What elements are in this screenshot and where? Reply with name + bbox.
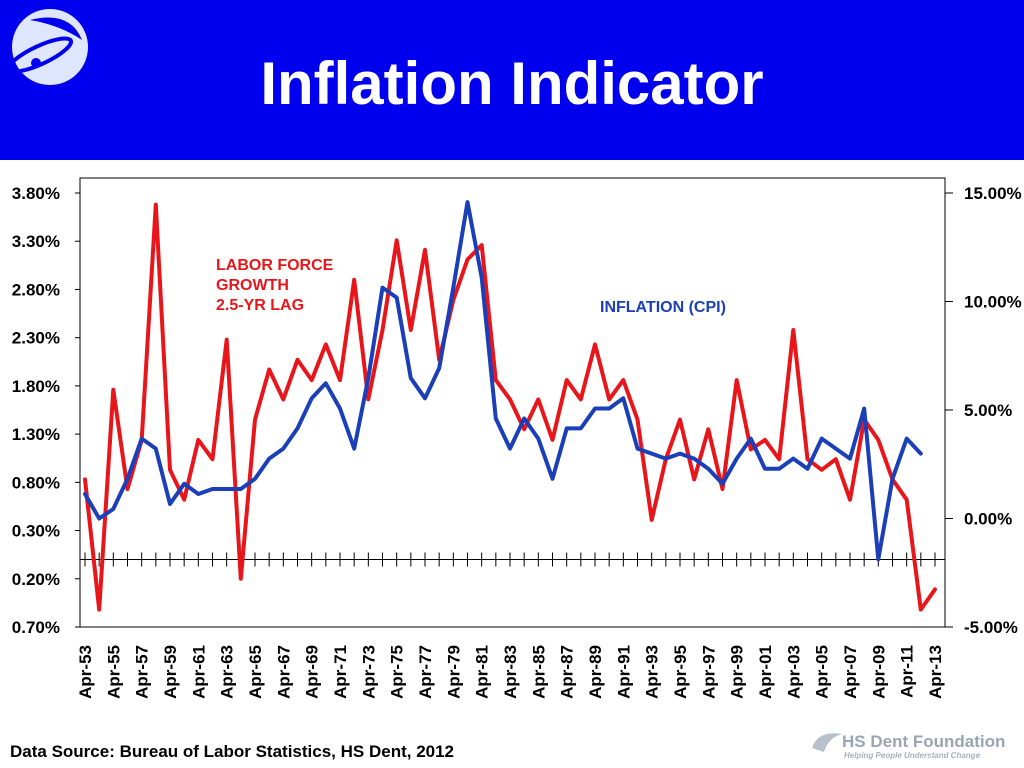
x-tick-label: Apr-75 [388,645,407,699]
logo-swoosh [30,17,82,40]
y2-tick-label: 0.00% [964,510,1012,529]
x-tick-label: Apr-55 [104,645,123,699]
x-tick-label: Apr-85 [529,645,548,699]
x-tick-label: Apr-97 [699,645,718,699]
x-tick-label: Apr-07 [841,645,860,699]
brand-name: HS Dent Foundation [842,732,1005,751]
x-tick-label: Apr-73 [359,645,378,699]
x-tick-label: Apr-65 [246,645,265,699]
y-tick-label: 0.20% [12,570,60,589]
x-tick-label: Apr-11 [898,645,917,698]
x-tick-label: Apr-77 [416,645,435,699]
y-tick-label: 3.80% [12,184,60,203]
x-tick-label: Apr-87 [558,645,577,699]
series-label: INFLATION (CPI) [600,299,726,316]
brand-logo: HS Dent Foundation Helping People Unders… [812,732,1005,760]
y2-tick-label: -5.00% [964,618,1018,637]
y2-tick-label: 15.00% [964,184,1022,203]
y2-tick-label: 5.00% [964,401,1012,420]
logo-orbit [6,36,74,74]
x-tick-label: Apr-67 [274,645,293,699]
x-tick-label: Apr-09 [869,645,888,699]
x-tick-label: Apr-71 [331,645,350,699]
series-label: LABOR FORCE GROWTH 2.5-YR LAG [216,257,334,314]
x-tick-label: Apr-59 [161,645,180,699]
x-tick-label: Apr-01 [756,645,775,699]
x-tick-label: Apr-05 [813,645,832,699]
logo [6,9,88,85]
chart-title: Inflation Indicator [260,50,763,117]
plot-frame [79,177,946,628]
series-line [83,202,937,612]
y-tick-label: 0.30% [12,522,60,541]
x-tick-label: Apr-89 [586,645,605,699]
x-tick-label: Apr-61 [189,645,208,699]
y-tick-label: 0.70% [12,618,60,637]
y-tick-label: 0.80% [12,473,60,492]
x-tick-label: Apr-03 [784,645,803,699]
y-tick-label: 1.30% [12,425,60,444]
y-tick-label: 3.30% [12,232,60,251]
y2-tick-label: 10.00% [964,293,1022,312]
x-tick-label: Apr-95 [671,645,690,699]
x-tick-label: Apr-99 [728,645,747,699]
x-tick-label: Apr-13 [926,645,945,699]
x-tick-label: Apr-69 [303,645,322,699]
source-note: Data Source: Bureau of Labor Statistics,… [10,742,454,761]
y-tick-label: 1.80% [12,377,60,396]
brand-swoosh [812,733,842,752]
series-line [83,200,923,562]
y-tick-label: 2.30% [12,329,60,348]
x-tick-label: Apr-63 [218,645,237,699]
x-tick-label: Apr-53 [76,645,95,699]
x-tick-label: Apr-91 [614,645,633,699]
brand-tagline: Helping People Understand Change [844,751,981,760]
logo-dot [31,58,41,68]
header-band [0,0,1024,160]
y-tick-label: 2.80% [12,280,60,299]
x-tick-label: Apr-81 [473,645,492,699]
x-tick-label: Apr-93 [643,645,662,699]
x-tick-label: Apr-79 [444,645,463,699]
x-tick-label: Apr-83 [501,645,520,699]
x-tick-label: Apr-57 [133,645,152,699]
